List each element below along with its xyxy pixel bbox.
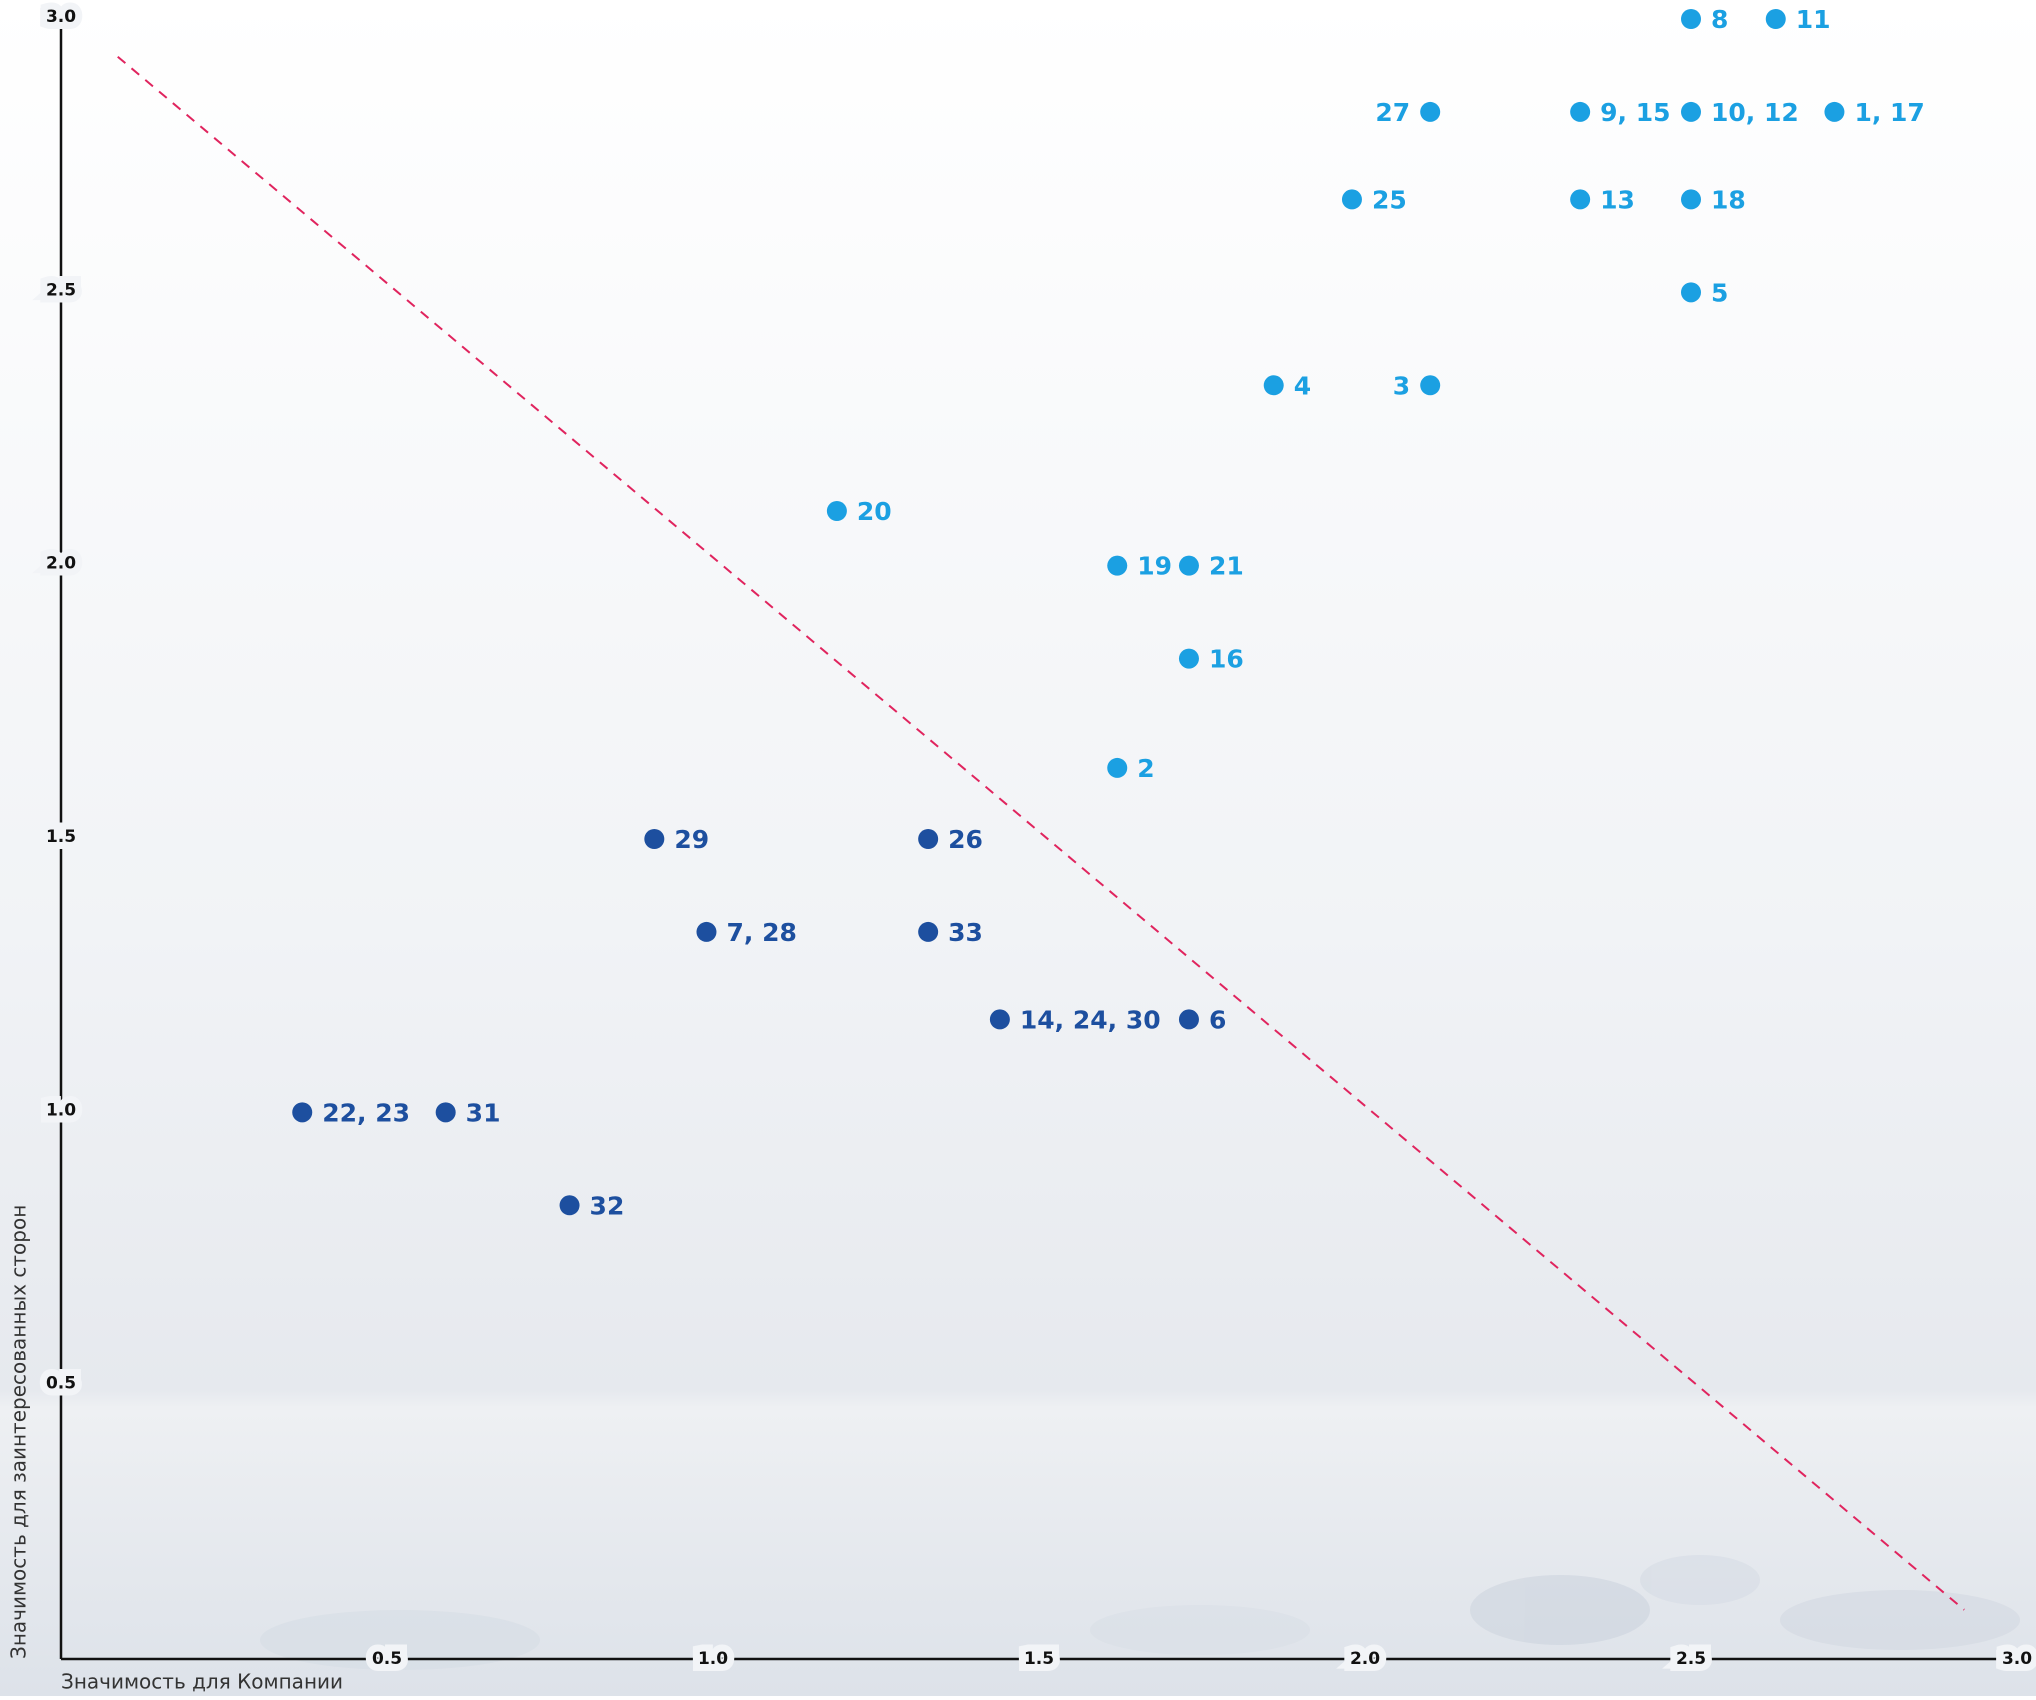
snow — [260, 1555, 2020, 1670]
point-label: 11 — [1796, 5, 1831, 34]
x-tick-label: 1.0 — [698, 1649, 728, 1669]
point-label: 32 — [590, 1191, 625, 1220]
x-tick-label: 0.5 — [372, 1649, 402, 1669]
point-label: 33 — [948, 918, 983, 947]
point — [918, 921, 939, 942]
point-label: 1, 17 — [1854, 98, 1924, 127]
x-tick-label: 2.5 — [1676, 1649, 1706, 1669]
point-label: 22, 23 — [322, 1098, 410, 1127]
y-tick-label: 0.5 — [46, 1374, 76, 1394]
point — [644, 829, 665, 849]
point — [559, 1195, 580, 1216]
point-label: 19 — [1137, 552, 1172, 581]
point-label: 16 — [1209, 645, 1244, 674]
point-label: 8 — [1711, 5, 1728, 34]
point-label: 7, 28 — [726, 918, 796, 947]
point — [1681, 189, 1701, 210]
reference-line — [117, 55, 1965, 1611]
point — [1570, 189, 1591, 210]
y-tick-label: 2.5 — [46, 280, 76, 300]
point — [1178, 648, 1199, 669]
point — [918, 829, 939, 849]
point-label: 29 — [674, 825, 709, 854]
point — [1263, 375, 1284, 396]
point — [696, 921, 717, 942]
point-label: 25 — [1372, 185, 1407, 214]
point-label: 26 — [948, 825, 983, 854]
point-label: 2 — [1137, 754, 1154, 783]
point — [1420, 375, 1441, 396]
point — [826, 501, 847, 521]
point-label: 9, 15 — [1600, 98, 1670, 127]
point-label: 14, 24, 30 — [1020, 1005, 1161, 1034]
point — [1824, 101, 1845, 122]
point-label: 5 — [1711, 278, 1728, 307]
point — [1570, 101, 1591, 122]
x-tick-label: 2.0 — [1350, 1649, 1380, 1669]
x-tick-label: 3.0 — [2002, 1649, 2032, 1669]
point — [1178, 555, 1199, 576]
point-label: 31 — [466, 1098, 501, 1127]
point-label: 21 — [1209, 552, 1244, 581]
point-label: 4 — [1294, 371, 1311, 400]
y-tick-label: 3.0 — [46, 7, 76, 27]
y-tick-label: 2.0 — [46, 554, 76, 574]
point — [1107, 555, 1128, 576]
point — [292, 1102, 313, 1123]
point — [1681, 101, 1701, 122]
x-axis-title: Значимость для Компании — [61, 1670, 343, 1694]
point — [989, 1009, 1010, 1030]
point-label: 27 — [1375, 98, 1410, 127]
point-label: 20 — [857, 497, 892, 526]
x-tick-label: 1.5 — [1024, 1649, 1054, 1669]
point — [1681, 9, 1701, 29]
point — [1107, 757, 1128, 778]
point-label: 10, 12 — [1711, 98, 1799, 127]
y-axis-title: Значимость для заинтересованных сторон — [7, 1205, 31, 1659]
point-label: 18 — [1711, 185, 1746, 214]
point — [1765, 9, 1786, 29]
point — [1178, 1009, 1199, 1030]
point — [1681, 282, 1701, 303]
y-tick-label: 1.0 — [46, 1100, 76, 1120]
point — [435, 1102, 456, 1123]
y-tick-label: 1.5 — [46, 827, 76, 847]
point — [1341, 189, 1362, 210]
point — [1420, 101, 1441, 122]
point-label: 3 — [1393, 371, 1410, 400]
point-label: 13 — [1600, 185, 1635, 214]
point-label: 6 — [1209, 1005, 1226, 1034]
